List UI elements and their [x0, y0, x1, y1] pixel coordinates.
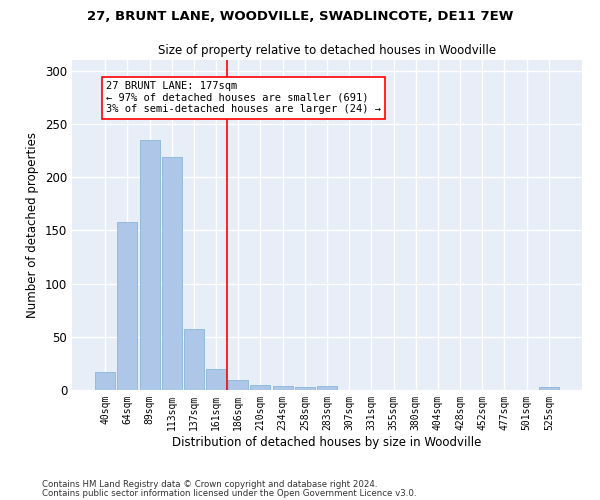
Bar — [272, 386, 293, 390]
Bar — [539, 387, 559, 390]
Bar — [118, 222, 137, 390]
Title: Size of property relative to detached houses in Woodville: Size of property relative to detached ho… — [158, 44, 496, 58]
Text: 27, BRUNT LANE, WOODVILLE, SWADLINCOTE, DE11 7EW: 27, BRUNT LANE, WOODVILLE, SWADLINCOTE, … — [87, 10, 513, 23]
Bar — [228, 380, 248, 390]
Bar — [317, 386, 337, 390]
Bar — [295, 387, 315, 390]
Text: Contains public sector information licensed under the Open Government Licence v3: Contains public sector information licen… — [42, 488, 416, 498]
Bar — [184, 330, 204, 390]
X-axis label: Distribution of detached houses by size in Woodville: Distribution of detached houses by size … — [172, 436, 482, 448]
Bar — [250, 384, 271, 390]
Bar — [162, 157, 182, 390]
Bar — [95, 372, 115, 390]
Y-axis label: Number of detached properties: Number of detached properties — [26, 132, 40, 318]
Bar — [206, 368, 226, 390]
Bar — [140, 140, 160, 390]
Text: Contains HM Land Registry data © Crown copyright and database right 2024.: Contains HM Land Registry data © Crown c… — [42, 480, 377, 489]
Text: 27 BRUNT LANE: 177sqm
← 97% of detached houses are smaller (691)
3% of semi-deta: 27 BRUNT LANE: 177sqm ← 97% of detached … — [106, 82, 381, 114]
